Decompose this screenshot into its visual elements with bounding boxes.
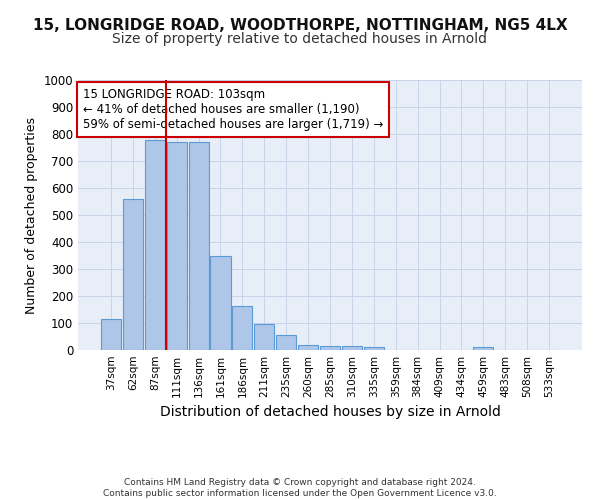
Text: 15 LONGRIDGE ROAD: 103sqm
← 41% of detached houses are smaller (1,190)
59% of se: 15 LONGRIDGE ROAD: 103sqm ← 41% of detac…	[83, 88, 383, 131]
Text: Contains HM Land Registry data © Crown copyright and database right 2024.
Contai: Contains HM Land Registry data © Crown c…	[103, 478, 497, 498]
Bar	[276, 335, 296, 350]
Bar	[364, 347, 384, 350]
Bar	[123, 200, 143, 350]
Y-axis label: Number of detached properties: Number of detached properties	[25, 116, 38, 314]
Bar	[145, 140, 165, 350]
X-axis label: Distribution of detached houses by size in Arnold: Distribution of detached houses by size …	[160, 406, 500, 419]
Bar	[298, 345, 318, 350]
Text: Size of property relative to detached houses in Arnold: Size of property relative to detached ho…	[113, 32, 487, 46]
Text: 15, LONGRIDGE ROAD, WOODTHORPE, NOTTINGHAM, NG5 4LX: 15, LONGRIDGE ROAD, WOODTHORPE, NOTTINGH…	[32, 18, 568, 32]
Bar	[254, 324, 274, 350]
Bar	[232, 306, 253, 350]
Bar	[101, 320, 121, 350]
Bar	[320, 346, 340, 350]
Bar	[167, 142, 187, 350]
Bar	[188, 142, 209, 350]
Bar	[211, 256, 230, 350]
Bar	[473, 348, 493, 350]
Bar	[342, 346, 362, 350]
